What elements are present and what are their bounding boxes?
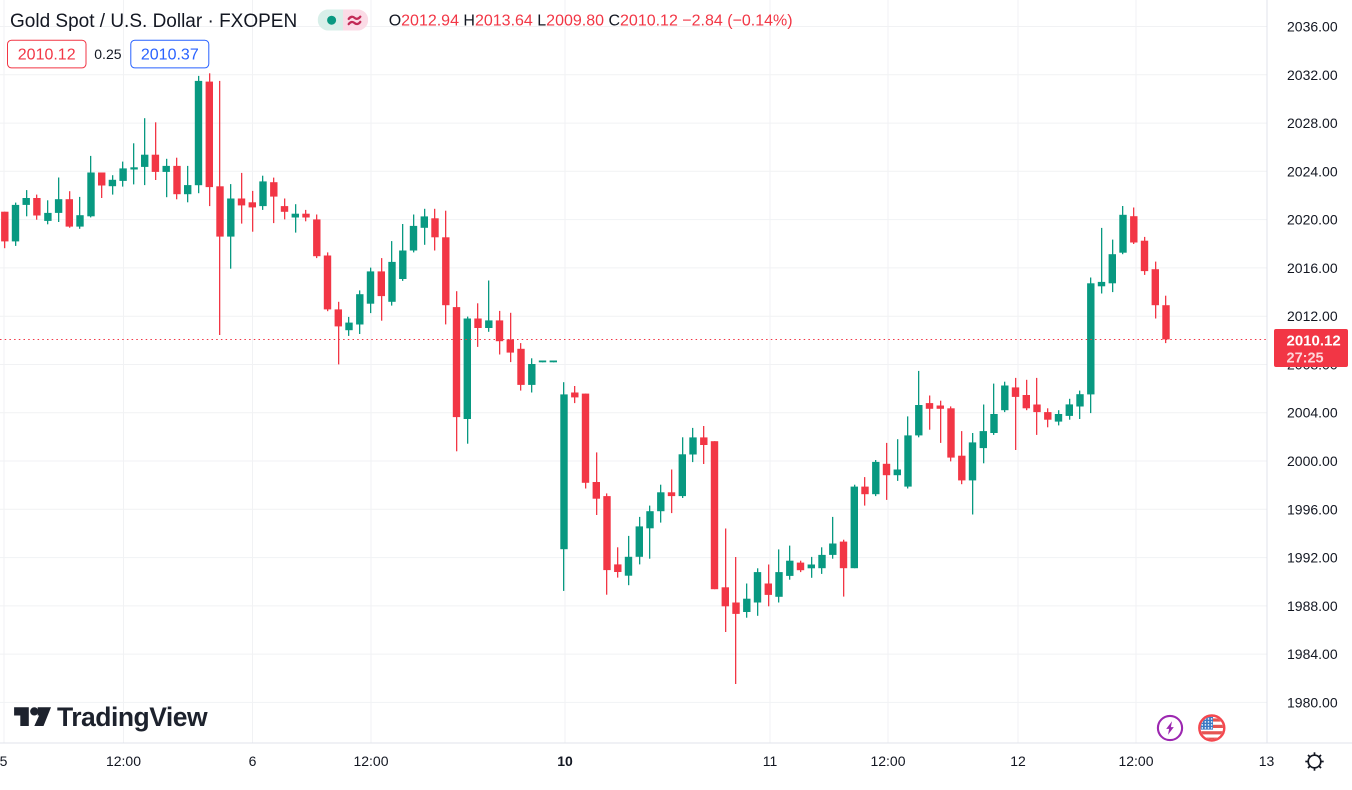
svg-text:12:00: 12:00 bbox=[353, 753, 388, 769]
svg-text:2004.00: 2004.00 bbox=[1287, 405, 1338, 421]
svg-text:2024.00: 2024.00 bbox=[1287, 163, 1338, 179]
svg-text:O2012.94 H2013.64 L2009.80 C20: O2012.94 H2013.64 L2009.80 C2010.12 −2.8… bbox=[389, 13, 793, 30]
svg-text:12:00: 12:00 bbox=[1118, 753, 1153, 769]
svg-text:1988.00: 1988.00 bbox=[1287, 598, 1338, 614]
svg-text:TradingView: TradingView bbox=[57, 702, 208, 732]
svg-text:5: 5 bbox=[0, 753, 8, 769]
svg-text:27:25: 27:25 bbox=[1287, 351, 1324, 367]
svg-text:2010.37: 2010.37 bbox=[141, 47, 199, 64]
svg-text:2010.12: 2010.12 bbox=[1287, 333, 1341, 350]
svg-text:1996.00: 1996.00 bbox=[1287, 501, 1338, 517]
svg-text:2016.00: 2016.00 bbox=[1287, 260, 1338, 276]
svg-text:0.25: 0.25 bbox=[94, 46, 121, 62]
svg-text:13: 13 bbox=[1259, 753, 1275, 769]
svg-text:12: 12 bbox=[1010, 753, 1026, 769]
svg-text:2032.00: 2032.00 bbox=[1287, 67, 1338, 83]
svg-text:1992.00: 1992.00 bbox=[1287, 550, 1338, 566]
svg-text:12:00: 12:00 bbox=[870, 753, 905, 769]
svg-text:2028.00: 2028.00 bbox=[1287, 115, 1338, 131]
svg-text:2036.00: 2036.00 bbox=[1287, 19, 1338, 35]
svg-text:2010.12: 2010.12 bbox=[18, 47, 76, 64]
svg-text:2020.00: 2020.00 bbox=[1287, 212, 1338, 228]
svg-text:10: 10 bbox=[557, 753, 573, 769]
svg-text:1984.00: 1984.00 bbox=[1287, 646, 1338, 662]
svg-text:2012.00: 2012.00 bbox=[1287, 308, 1338, 324]
svg-text:Gold Spot / U.S. Dollar · FXOP: Gold Spot / U.S. Dollar · FXOPEN bbox=[10, 11, 297, 32]
svg-text:11: 11 bbox=[763, 753, 778, 769]
svg-text:6: 6 bbox=[249, 753, 257, 769]
svg-text:12:00: 12:00 bbox=[106, 753, 141, 769]
svg-text:2000.00: 2000.00 bbox=[1287, 453, 1338, 469]
svg-text:1980.00: 1980.00 bbox=[1287, 694, 1338, 710]
